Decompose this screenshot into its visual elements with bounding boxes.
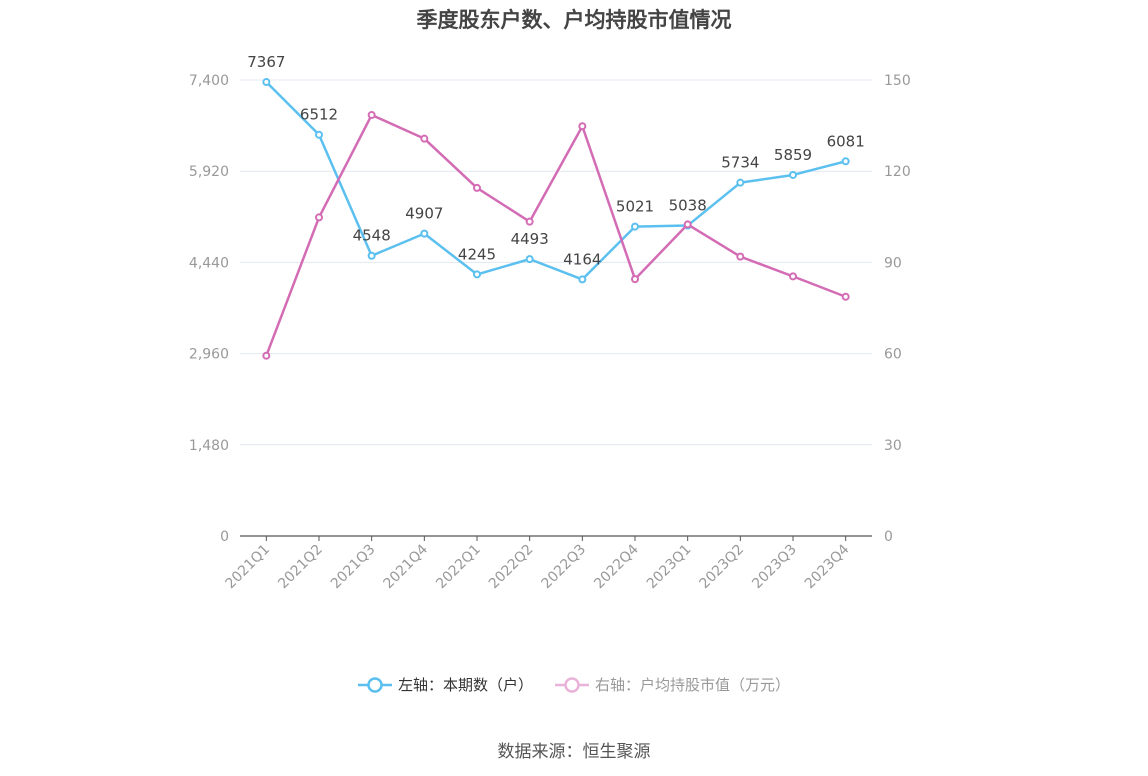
data-label: 4493 (511, 230, 549, 248)
data-point (631, 222, 639, 231)
y-left-tick-label: 1,480 (189, 438, 229, 454)
data-point (367, 110, 376, 119)
y-left-tick-label: 0 (220, 529, 229, 545)
x-tick-label: 2021Q4 (381, 541, 432, 592)
data-label: 6081 (827, 132, 865, 150)
y-right-tick-label: 120 (884, 164, 911, 180)
x-tick-label: 2021Q3 (328, 542, 379, 593)
data-point (420, 134, 429, 143)
source-note: 数据来源：恒生聚源 (497, 742, 651, 762)
data-point (525, 217, 534, 226)
y-right-tick-label: 60 (884, 347, 902, 363)
data-label: 5734 (721, 154, 759, 172)
data-point (525, 255, 534, 264)
y-left-tick-label: 4,440 (189, 255, 229, 271)
data-point (578, 122, 587, 131)
legend-marker-households (357, 676, 392, 693)
series-line (265, 81, 846, 281)
legend-label-households: 左轴：本期数（户） (397, 676, 533, 694)
y-right-tick-label: 150 (884, 73, 911, 89)
chart-title: 季度股东户数、户均持股市值情况 (416, 8, 732, 32)
y-left-tick-label: 5,920 (189, 164, 229, 180)
x-tick-label: 2021Q2 (275, 542, 326, 593)
x-tick-label: 2021Q1 (223, 542, 274, 593)
data-label: 4907 (405, 205, 443, 223)
data-label: 5038 (669, 197, 707, 215)
legend-item-avg-value[interactable]: 右轴：户均持股市值（万元） (555, 674, 790, 695)
x-tick-label: 2022Q4 (591, 541, 642, 592)
y-right-tick-label: 90 (884, 255, 902, 271)
data-label: 4245 (458, 245, 496, 263)
y-right-tick-label: 30 (884, 438, 902, 454)
x-tick-label: 2023Q2 (697, 542, 748, 593)
x-tick-label: 2023Q1 (644, 542, 695, 593)
data-label: 4548 (353, 227, 391, 245)
x-tick-label: 2022Q1 (433, 542, 484, 593)
y-left-tick-label: 7,400 (189, 73, 229, 89)
data-point (631, 275, 639, 284)
data-point (789, 170, 797, 179)
y-left-tick-label: 2,960 (189, 347, 229, 363)
x-tick-label: 2023Q4 (802, 541, 853, 592)
data-label: 6512 (300, 106, 338, 124)
data-point (736, 252, 745, 261)
legend-marker-avg-value (555, 676, 589, 693)
data-point (315, 213, 323, 222)
data-point (683, 220, 692, 229)
x-tick-label: 2022Q3 (539, 542, 590, 593)
data-point (841, 292, 850, 301)
data-point (473, 183, 481, 192)
legend-item-households[interactable]: 左轴：本期数（户） (357, 674, 533, 695)
data-point (262, 351, 271, 360)
legend-label-avg-value: 右轴：户均持股市值（万元） (595, 676, 791, 694)
data-point (736, 178, 745, 187)
series-line (265, 113, 847, 357)
data-label: 5859 (774, 146, 812, 164)
y-right-tick-label: 0 (884, 529, 893, 545)
data-point (789, 272, 797, 281)
legend: 左轴：本期数（户） 右轴：户均持股市值（万元） (0, 674, 1148, 695)
data-point (367, 251, 376, 260)
data-point (578, 275, 587, 284)
x-tick-label: 2023Q3 (749, 542, 800, 593)
data-label: 7367 (247, 53, 285, 71)
data-label: 4164 (563, 250, 601, 268)
data-point (315, 130, 323, 139)
data-label: 5021 (616, 198, 654, 216)
data-point (473, 270, 481, 279)
data-point (420, 229, 429, 238)
data-point (262, 78, 271, 87)
x-tick-label: 2022Q2 (486, 542, 537, 593)
data-point (841, 157, 850, 166)
